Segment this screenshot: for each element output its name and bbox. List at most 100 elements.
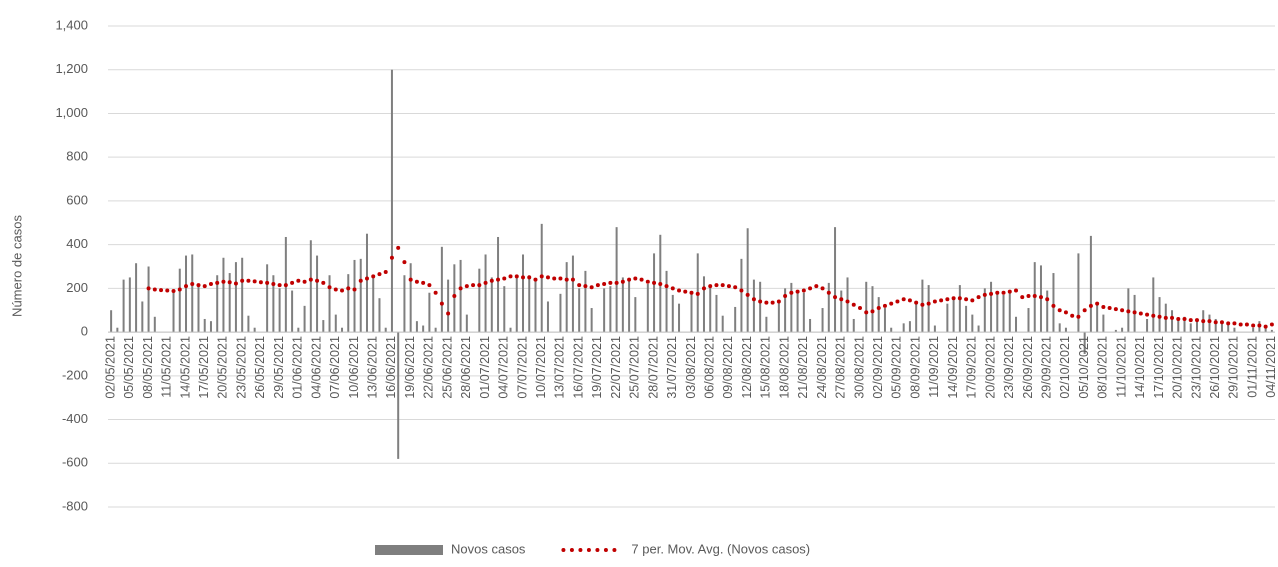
moving-average-point: [427, 283, 432, 288]
legend-swatch: [595, 548, 600, 552]
x-tick-label: 26/09/2021: [1021, 336, 1035, 399]
bar: [222, 257, 225, 333]
moving-average-point: [352, 287, 357, 292]
moving-average-point: [751, 297, 756, 302]
moving-average-point: [439, 301, 444, 306]
moving-average-point: [171, 288, 176, 293]
bar: [702, 276, 705, 333]
moving-average-point: [1076, 314, 1081, 319]
moving-average-point: [446, 311, 451, 316]
moving-average-point: [695, 291, 700, 296]
moving-average-point: [589, 285, 594, 290]
moving-average-point: [1257, 323, 1262, 328]
moving-average-point: [208, 281, 213, 286]
moving-average-point: [857, 306, 862, 311]
bar: [278, 288, 281, 333]
moving-average-point: [152, 287, 157, 292]
bar: [1158, 297, 1161, 333]
moving-average-point: [346, 286, 351, 291]
bar: [946, 303, 949, 333]
bar: [116, 327, 119, 333]
moving-average-point: [1038, 295, 1043, 300]
bar: [609, 286, 612, 333]
moving-average-point: [982, 292, 987, 297]
moving-average-point: [633, 276, 638, 281]
y-tick-label: 1,400: [55, 17, 88, 32]
bar: [1233, 327, 1236, 333]
x-tick-label: 16/06/2021: [384, 336, 398, 399]
moving-average-point: [895, 299, 900, 304]
x-tick-label: 01/07/2021: [478, 336, 492, 399]
x-tick-label: 06/08/2021: [703, 336, 717, 399]
x-tick-label: 14/05/2021: [178, 336, 192, 399]
bar: [1189, 323, 1192, 333]
moving-average-point: [620, 279, 625, 284]
x-tick-label: 02/09/2021: [871, 336, 885, 399]
bar: [316, 255, 319, 333]
moving-average-point: [1263, 324, 1268, 329]
bar: [809, 318, 812, 333]
bar: [1089, 235, 1092, 333]
bar: [877, 297, 880, 333]
bar: [827, 282, 830, 333]
bar: [503, 286, 506, 333]
bar: [584, 270, 587, 333]
moving-average-point: [190, 281, 195, 286]
x-tick-label: 14/10/2021: [1133, 336, 1147, 399]
bar: [497, 236, 500, 333]
moving-average-point: [826, 290, 831, 295]
x-tick-label: 22/07/2021: [609, 336, 623, 399]
moving-average-point: [639, 277, 644, 282]
x-tick-label: 13/07/2021: [553, 336, 567, 399]
moving-average-point: [371, 274, 376, 279]
x-tick-label: 22/06/2021: [422, 336, 436, 399]
moving-average-point: [258, 280, 263, 285]
moving-average-point: [1120, 308, 1125, 313]
bar: [715, 294, 718, 333]
moving-average-point: [1026, 294, 1031, 299]
moving-average-point: [770, 300, 775, 305]
x-tick-label: 11/05/2021: [160, 336, 174, 398]
bar: [603, 288, 606, 333]
bar: [840, 290, 843, 333]
bar: [784, 288, 787, 333]
bar: [1064, 327, 1067, 333]
bar: [253, 327, 256, 333]
moving-average-point: [202, 284, 207, 289]
x-tick-label: 21/08/2021: [796, 336, 810, 399]
bar: [1152, 277, 1155, 333]
moving-average-point: [745, 292, 750, 297]
moving-average-point: [433, 290, 438, 295]
y-tick-label: 0: [81, 324, 88, 339]
y-tick-label: 200: [66, 280, 88, 295]
x-tick-label: 23/10/2021: [1189, 336, 1203, 399]
bar: [709, 286, 712, 333]
bar: [590, 308, 593, 333]
y-tick-label: -200: [62, 367, 88, 382]
bar: [1227, 323, 1230, 333]
bar: [110, 310, 113, 333]
moving-average-point: [1151, 313, 1156, 318]
moving-average-point: [820, 286, 825, 291]
moving-average-point: [976, 295, 981, 300]
moving-average-point: [496, 277, 501, 282]
moving-average-point: [184, 284, 189, 289]
moving-average-point: [907, 298, 912, 303]
x-tick-label: 23/09/2021: [1002, 336, 1016, 399]
bar: [1002, 294, 1005, 333]
bar: [865, 281, 868, 333]
x-tick-label: 20/05/2021: [216, 336, 230, 399]
moving-average-point: [870, 309, 875, 314]
moving-average-point: [315, 278, 320, 283]
moving-average-point: [333, 287, 338, 292]
bar: [322, 320, 325, 333]
bar: [228, 273, 231, 333]
bar: [478, 268, 481, 333]
moving-average-point: [564, 277, 569, 282]
bar: [328, 275, 331, 333]
bar: [927, 285, 930, 333]
bar: [802, 292, 805, 333]
moving-average-point: [1163, 315, 1168, 320]
bar: [415, 321, 418, 333]
